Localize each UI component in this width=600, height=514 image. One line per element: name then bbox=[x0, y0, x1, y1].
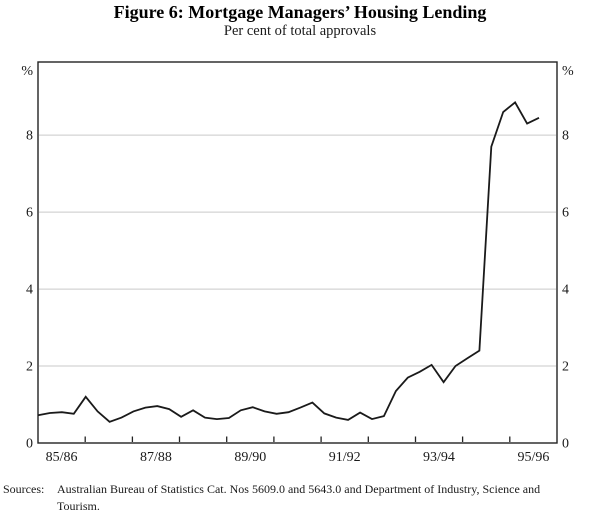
y-axis-label-right: 4 bbox=[562, 283, 569, 298]
x-axis-label: 93/94 bbox=[423, 450, 455, 465]
x-axis-label: 95/96 bbox=[517, 450, 549, 465]
sources-text-line-1: Australian Bureau of Statistics Cat. Nos… bbox=[57, 482, 541, 496]
y-axis-label-right: 6 bbox=[562, 206, 569, 221]
x-axis-label: 87/88 bbox=[140, 450, 172, 465]
y-axis-label-right: 8 bbox=[562, 129, 569, 144]
y-axis-label-left: 6 bbox=[26, 206, 33, 221]
x-axis-label: 91/92 bbox=[329, 450, 361, 465]
data-line-series bbox=[37, 101, 540, 423]
y-axis-unit-right: % bbox=[562, 64, 574, 79]
figure-title: Figure 6: Mortgage Managers’ Housing Len… bbox=[113, 2, 487, 22]
y-axis-unit-left: % bbox=[21, 64, 33, 79]
y-axis-label-right: 2 bbox=[562, 360, 569, 375]
y-axis-label-right: 0 bbox=[562, 437, 569, 452]
y-axis-label-left: 2 bbox=[26, 360, 33, 375]
figure-subtitle: Per cent of total approvals bbox=[223, 23, 377, 39]
x-axis-label: 89/90 bbox=[234, 450, 266, 465]
plot-border bbox=[37, 61, 558, 444]
y-axis-label-left: 0 bbox=[26, 437, 33, 452]
sources-text-line-2: Tourism. bbox=[57, 499, 100, 513]
x-axis-label: 85/86 bbox=[46, 450, 78, 465]
y-axis-label-left: 4 bbox=[26, 283, 33, 298]
y-axis-label-left: 8 bbox=[26, 129, 33, 144]
sources-label: Sources: bbox=[3, 482, 45, 496]
